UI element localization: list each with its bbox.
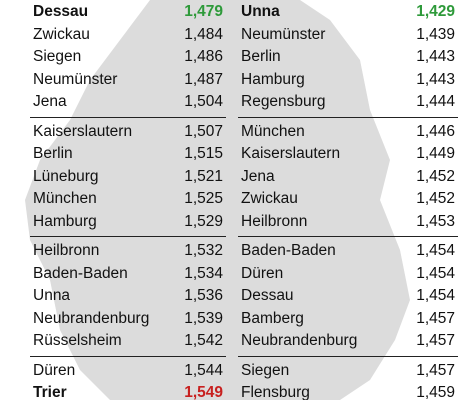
price: 1,504 — [184, 93, 223, 110]
city-name: München — [33, 190, 97, 207]
city-name: Bamberg — [241, 309, 304, 327]
price: 1,549 — [184, 384, 223, 400]
city-name: Heilbronn — [241, 212, 308, 230]
separator — [30, 116, 226, 118]
city-name: Hamburg — [241, 70, 305, 88]
city-name: Neubrandenburg — [33, 309, 150, 327]
city-name: Baden-Baden — [33, 264, 128, 282]
city-name: Unna — [241, 3, 280, 20]
city-name: Zwickau — [241, 190, 298, 207]
city-name: Hamburg — [33, 212, 97, 230]
city-name: Dessau — [241, 287, 294, 304]
price: 1,443 — [416, 48, 455, 65]
city-name: Unna — [33, 287, 71, 304]
separator — [238, 116, 458, 118]
price: 1,452 — [416, 190, 455, 207]
city-name: Heilbronn — [33, 242, 100, 259]
city-name: Kaiserslautern — [241, 145, 341, 162]
city-name: Jena — [33, 93, 67, 110]
city-name: Jena — [241, 167, 275, 185]
price: 1,457 — [416, 361, 455, 379]
price: 1,439 — [416, 25, 455, 43]
city-name: Kaiserslautern — [33, 122, 133, 140]
price: 1,457 — [416, 332, 455, 349]
city-name: Neubrandenburg — [241, 332, 358, 349]
city-name: Regensburg — [241, 93, 326, 110]
price: 1,454 — [416, 287, 455, 304]
city-name: Düren — [241, 264, 284, 282]
city-name: Flensburg — [241, 384, 310, 400]
price: 1,443 — [416, 70, 455, 88]
price: 1,484 — [184, 25, 223, 43]
separator — [238, 355, 458, 357]
price: 1,544 — [184, 361, 223, 379]
price: 1,487 — [184, 70, 223, 88]
price: 1,454 — [416, 264, 455, 282]
price: 1,539 — [184, 309, 223, 327]
city-name: Trier — [33, 384, 67, 400]
city-name: Siegen — [33, 48, 82, 65]
city-name: Düren — [33, 361, 76, 379]
price: 1,457 — [416, 309, 455, 327]
separator — [30, 236, 226, 237]
price: 1,449 — [416, 145, 455, 162]
price: 1,446 — [416, 122, 455, 140]
city-name: Siegen — [241, 361, 290, 379]
city-name: Berlin — [33, 145, 73, 162]
city-name: Berlin — [241, 48, 281, 65]
price: 1,507 — [184, 122, 223, 140]
city-name: Neumünster — [241, 25, 326, 43]
price: 1,444 — [416, 93, 455, 110]
price: 1,536 — [184, 287, 223, 304]
price: 1,542 — [184, 332, 223, 349]
city-name: München — [241, 122, 305, 140]
price: 1,515 — [184, 145, 223, 162]
price: 1,453 — [416, 212, 455, 230]
separator — [30, 355, 226, 357]
city-name: Lüneburg — [33, 167, 99, 185]
city-name: Baden-Baden — [241, 242, 336, 259]
city-name: Neumünster — [33, 70, 118, 88]
price: 1,525 — [184, 190, 223, 207]
price: 1,532 — [184, 242, 223, 259]
price: 1,459 — [416, 384, 455, 400]
city-name: Dessau — [33, 3, 89, 20]
price: 1,521 — [184, 167, 223, 185]
price: 1,429 — [416, 3, 455, 20]
price: 1,452 — [416, 167, 455, 185]
separator — [238, 236, 458, 237]
price: 1,479 — [184, 3, 223, 20]
price: 1,454 — [416, 242, 455, 259]
price: 1,529 — [184, 212, 223, 230]
price: 1,486 — [184, 48, 223, 65]
price: 1,534 — [184, 264, 223, 282]
city-name: Rüsselsheim — [33, 332, 122, 349]
city-name: Zwickau — [33, 25, 90, 43]
